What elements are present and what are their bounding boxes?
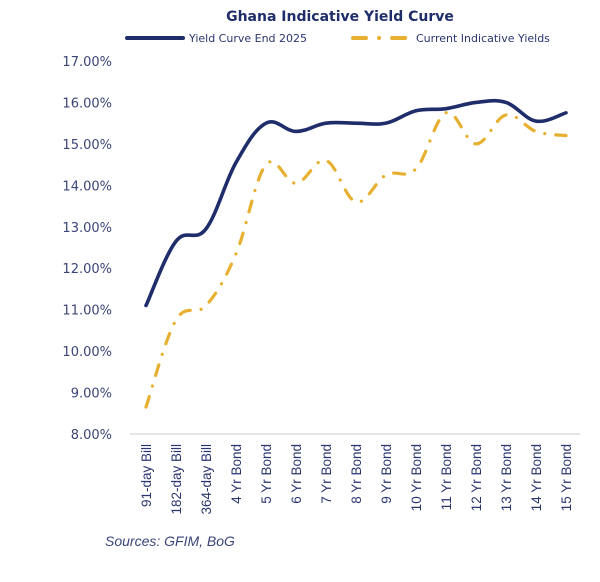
data-point-current-indicative-yields [235, 252, 238, 255]
data-point-current-indicative-yields [535, 130, 538, 133]
data-point-yield-curve-end-2025 [145, 304, 148, 307]
series-line-current-indicative-yields [144, 111, 568, 409]
y-axis: 17.00% 16.00% 15.00% 14.00% 13.00% 12.00% 11.0… [62, 55, 112, 443]
y-tick-label: 14.00% [62, 179, 112, 194]
x-tick-label: 12 Yr Bond [469, 444, 484, 511]
x-tick-label: 15 Yr Bond [559, 444, 574, 511]
data-point-yield-curve-end-2025 [415, 109, 418, 112]
legend: Yield Curve End 2025 Current Indicative … [125, 32, 550, 45]
data-point-current-indicative-yields [325, 159, 328, 162]
data-point-current-indicative-yields [385, 173, 388, 176]
data-point-current-indicative-yields [475, 142, 478, 145]
data-point-yield-curve-end-2025 [535, 120, 538, 123]
x-tick-label: 7 Yr Bond [319, 444, 334, 504]
x-tick-label: 9 Yr Bond [379, 444, 394, 504]
data-point-yield-curve-end-2025 [385, 122, 388, 125]
y-tick-label: 11.00% [62, 304, 112, 319]
data-point-yield-curve-end-2025 [505, 101, 508, 104]
y-tick-label: 12.00% [62, 262, 112, 277]
series-yield-curve-end-2025 [144, 98, 568, 308]
data-point-yield-curve-end-2025 [325, 122, 328, 125]
data-point-current-indicative-yields [445, 111, 448, 114]
data-point-yield-curve-end-2025 [565, 111, 568, 114]
data-point-current-indicative-yields [565, 134, 568, 137]
series-layer [144, 98, 568, 409]
legend-label-yield-curve-end-2025: Yield Curve End 2025 [188, 32, 307, 45]
legend-label-current-indicative-yields: Current Indicative Yields [416, 32, 550, 45]
y-tick-label: 9.00% [71, 387, 112, 402]
data-point-yield-curve-end-2025 [295, 130, 298, 133]
data-point-current-indicative-yields [205, 304, 208, 307]
x-tick-label: 14 Yr Bond [529, 444, 544, 511]
y-tick-label: 15.00% [62, 138, 112, 153]
series-current-indicative-yields [144, 111, 568, 409]
y-tick-label: 10.00% [62, 345, 112, 360]
data-point-current-indicative-yields [145, 406, 148, 409]
x-tick-label: 4 Yr Bond [229, 444, 244, 504]
chart-title: Ghana Indicative Yield Curve [226, 9, 454, 25]
data-point-yield-curve-end-2025 [175, 240, 178, 243]
x-tick-label: 5 Yr Bond [259, 444, 274, 504]
x-tick-label: 182-day Bill [169, 444, 184, 515]
data-point-yield-curve-end-2025 [355, 122, 358, 125]
x-tick-label: 11 Yr Bond [439, 444, 454, 510]
data-point-current-indicative-yields [415, 167, 418, 170]
y-tick-label: 17.00% [62, 55, 112, 70]
y-tick-label: 8.00% [71, 428, 112, 443]
data-point-current-indicative-yields [355, 200, 358, 203]
y-tick-label: 16.00% [62, 96, 112, 111]
data-point-current-indicative-yields [505, 113, 508, 116]
data-point-current-indicative-yields [295, 182, 298, 185]
data-point-current-indicative-yields [265, 163, 268, 166]
x-tick-label: 8 Yr Bond [349, 444, 364, 504]
x-tick-label: 91-day Bill [139, 444, 154, 507]
data-point-yield-curve-end-2025 [235, 161, 238, 164]
data-point-yield-curve-end-2025 [205, 227, 208, 230]
data-point-yield-curve-end-2025 [265, 122, 268, 125]
y-tick-label: 13.00% [62, 221, 112, 236]
x-axis: 91-day Bill 182-day Bill 364-day Bill 4 Yr … [139, 444, 574, 515]
x-tick-label: 10 Yr Bond [409, 444, 424, 511]
data-point-yield-curve-end-2025 [475, 101, 478, 104]
data-point-current-indicative-yields [175, 319, 178, 322]
x-tick-label: 364-day Bill [199, 444, 214, 515]
series-line-yield-curve-end-2025 [144, 98, 568, 308]
x-tick-label: 13 Yr Bond [499, 444, 514, 511]
data-point-yield-curve-end-2025 [445, 107, 448, 110]
x-tick-label: 6 Yr Bond [289, 444, 304, 504]
source-note: Sources: GFIM, BoG [105, 533, 235, 549]
